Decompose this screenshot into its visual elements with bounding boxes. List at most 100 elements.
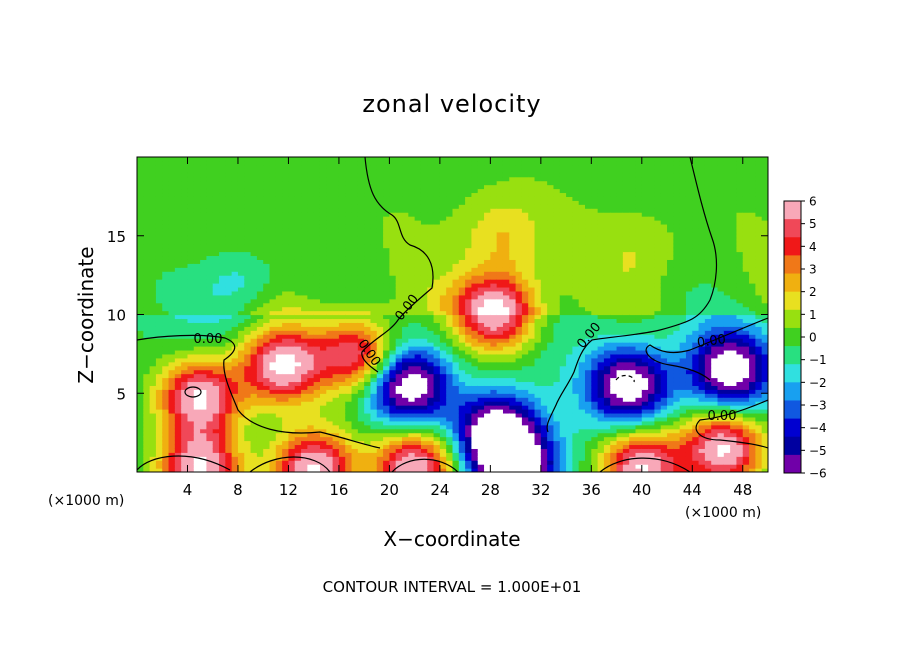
field-cell [465, 468, 473, 472]
field-cell [225, 204, 233, 209]
field-cell [275, 338, 283, 343]
field-cell [370, 263, 378, 268]
field-cell [162, 353, 170, 359]
field-cell [174, 460, 182, 465]
field-cell [237, 298, 245, 304]
field-cell [420, 444, 428, 449]
field-cell [446, 436, 454, 442]
field-cell [477, 298, 485, 304]
field-cell [244, 204, 252, 209]
field-cell [294, 468, 302, 472]
field-cell [439, 231, 447, 237]
field-cell [137, 436, 144, 442]
field-cell [231, 318, 239, 323]
field-cell [376, 381, 384, 386]
field-cell [263, 468, 271, 472]
field-cell [465, 255, 473, 260]
field-cell [502, 298, 510, 304]
field-cell [357, 259, 365, 264]
field-cell [370, 164, 378, 170]
field-cell [521, 416, 529, 422]
field-cell [162, 385, 170, 390]
field-cell [395, 200, 403, 205]
field-cell [181, 192, 189, 197]
field-cell [263, 464, 271, 469]
field-cell [452, 279, 460, 284]
field-cell [225, 389, 233, 394]
field-cell [212, 412, 220, 418]
field-cell [370, 361, 378, 367]
field-cell [357, 468, 365, 472]
field-cell [168, 401, 176, 406]
field-cell [231, 436, 239, 442]
field-cell [162, 275, 170, 280]
field-cell [345, 259, 353, 264]
field-cell [187, 306, 195, 312]
field-cell [149, 369, 157, 375]
field-cell [427, 322, 435, 327]
field-cell [313, 460, 321, 465]
field-cell [206, 432, 214, 438]
field-cell [313, 275, 321, 280]
field-cell [414, 326, 422, 331]
field-cell [383, 168, 390, 174]
field-cell [263, 286, 271, 292]
field-cell [427, 365, 435, 371]
field-cell [174, 243, 182, 249]
field-cell [212, 409, 220, 414]
field-cell [465, 365, 473, 371]
field-cell [446, 330, 454, 335]
field-cell [149, 286, 157, 292]
field-cell [502, 357, 510, 363]
field-cell [307, 263, 315, 268]
field-cell [212, 436, 220, 442]
field-cell [414, 231, 422, 237]
field-cell [275, 306, 283, 312]
field-cell [301, 460, 308, 465]
field-cell [282, 192, 290, 197]
field-cell [200, 420, 208, 426]
field-cell [301, 235, 308, 241]
field-cell [250, 349, 258, 355]
field-cell [420, 357, 428, 363]
field-cell [496, 243, 504, 249]
field-cell [193, 397, 201, 402]
field-cell [212, 381, 220, 386]
field-cell [427, 290, 435, 296]
field-cell [143, 298, 151, 304]
field-cell [471, 227, 479, 233]
field-cell [181, 279, 189, 284]
field-cell [282, 420, 290, 426]
field-cell [484, 279, 491, 284]
field-cell [439, 322, 447, 327]
field-cell [200, 412, 208, 418]
field-cell [326, 157, 334, 162]
field-cell [338, 436, 346, 442]
field-cell [439, 251, 447, 257]
field-cell [155, 420, 163, 426]
field-cell [301, 223, 308, 229]
field-cell [427, 184, 435, 190]
field-cell [181, 393, 189, 398]
field-cell [282, 381, 290, 386]
field-cell [458, 286, 466, 292]
field-cell [237, 464, 245, 469]
field-cell [364, 188, 372, 194]
field-cell [155, 263, 163, 268]
field-cell [389, 204, 397, 209]
field-cell [357, 204, 365, 209]
field-cell [313, 267, 321, 272]
field-cell [174, 302, 182, 308]
field-cell [231, 157, 239, 162]
field-cell [332, 389, 340, 394]
field-cell [502, 168, 510, 174]
field-cell [433, 326, 441, 331]
field-cell [376, 290, 384, 296]
field-cell [168, 216, 176, 221]
field-cell [446, 381, 454, 386]
field-cell [345, 349, 353, 355]
field-cell [301, 196, 308, 201]
field-cell [301, 448, 308, 453]
field-cell [275, 164, 283, 170]
field-cell [174, 168, 182, 174]
